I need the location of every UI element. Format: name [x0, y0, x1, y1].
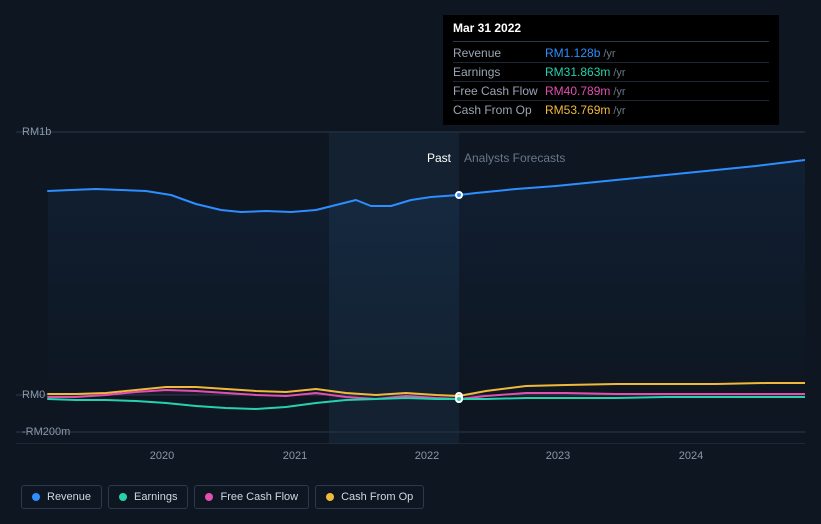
section-label-past: Past	[427, 151, 451, 165]
legend-item-earnings[interactable]: Earnings	[108, 485, 188, 509]
legend-dot-icon	[205, 493, 213, 501]
legend-item-label: Revenue	[47, 491, 91, 503]
tooltip-row: Free Cash FlowRM40.789m/yr	[453, 82, 769, 101]
legend-dot-icon	[119, 493, 127, 501]
tooltip-row-value: RM1.128b	[545, 46, 600, 60]
tooltip-row: RevenueRM1.128b/yr	[453, 44, 769, 63]
section-label-forecast: Analysts Forecasts	[464, 151, 565, 165]
tooltip-row-suffix: /yr	[613, 86, 625, 98]
x-axis-label: 2024	[679, 450, 703, 462]
tooltip-row-suffix: /yr	[613, 67, 625, 79]
legend-item-label: Cash From Op	[341, 491, 413, 503]
tooltip-row-label: Free Cash Flow	[453, 84, 545, 98]
x-axis-label: 2021	[283, 450, 307, 462]
legend-item-label: Earnings	[134, 491, 177, 503]
x-axis-label: 2023	[546, 450, 570, 462]
tooltip-row: EarningsRM31.863m/yr	[453, 63, 769, 82]
tooltip-row-label: Earnings	[453, 65, 545, 79]
tooltip-row-value: RM40.789m	[545, 84, 610, 98]
tooltip-row-value: RM31.863m	[545, 65, 610, 79]
legend: Revenue Earnings Free Cash Flow Cash From O…	[21, 485, 424, 509]
tooltip-row-label: Cash From Op	[453, 103, 545, 117]
tooltip-row: Cash From OpRM53.769m/yr	[453, 101, 769, 119]
legend-item-free_cash_flow[interactable]: Free Cash Flow	[194, 485, 309, 509]
x-axis-label: 2022	[415, 450, 439, 462]
hover-tooltip: Mar 31 2022 RevenueRM1.128b/yrEarningsRM…	[443, 15, 779, 125]
legend-dot-icon	[32, 493, 40, 501]
x-axis-label: 2020	[150, 450, 174, 462]
tooltip-row-value: RM53.769m	[545, 103, 610, 117]
legend-dot-icon	[326, 493, 334, 501]
tooltip-title: Mar 31 2022	[453, 21, 769, 42]
tooltip-row-suffix: /yr	[603, 48, 615, 60]
legend-item-label: Free Cash Flow	[220, 491, 298, 503]
hover-dot-revenue	[455, 191, 463, 199]
legend-item-cash_from_op[interactable]: Cash From Op	[315, 485, 424, 509]
hover-dot-earnings	[455, 395, 463, 403]
x-axis: 2020 2021 2022 2023 2024	[16, 450, 805, 470]
y-axis-label: RM1b	[22, 126, 51, 138]
legend-item-revenue[interactable]: Revenue	[21, 485, 102, 509]
y-axis-label: RM0	[22, 389, 45, 401]
tooltip-row-label: Revenue	[453, 46, 545, 60]
y-axis-label: -RM200m	[22, 426, 70, 438]
tooltip-row-suffix: /yr	[613, 105, 625, 117]
